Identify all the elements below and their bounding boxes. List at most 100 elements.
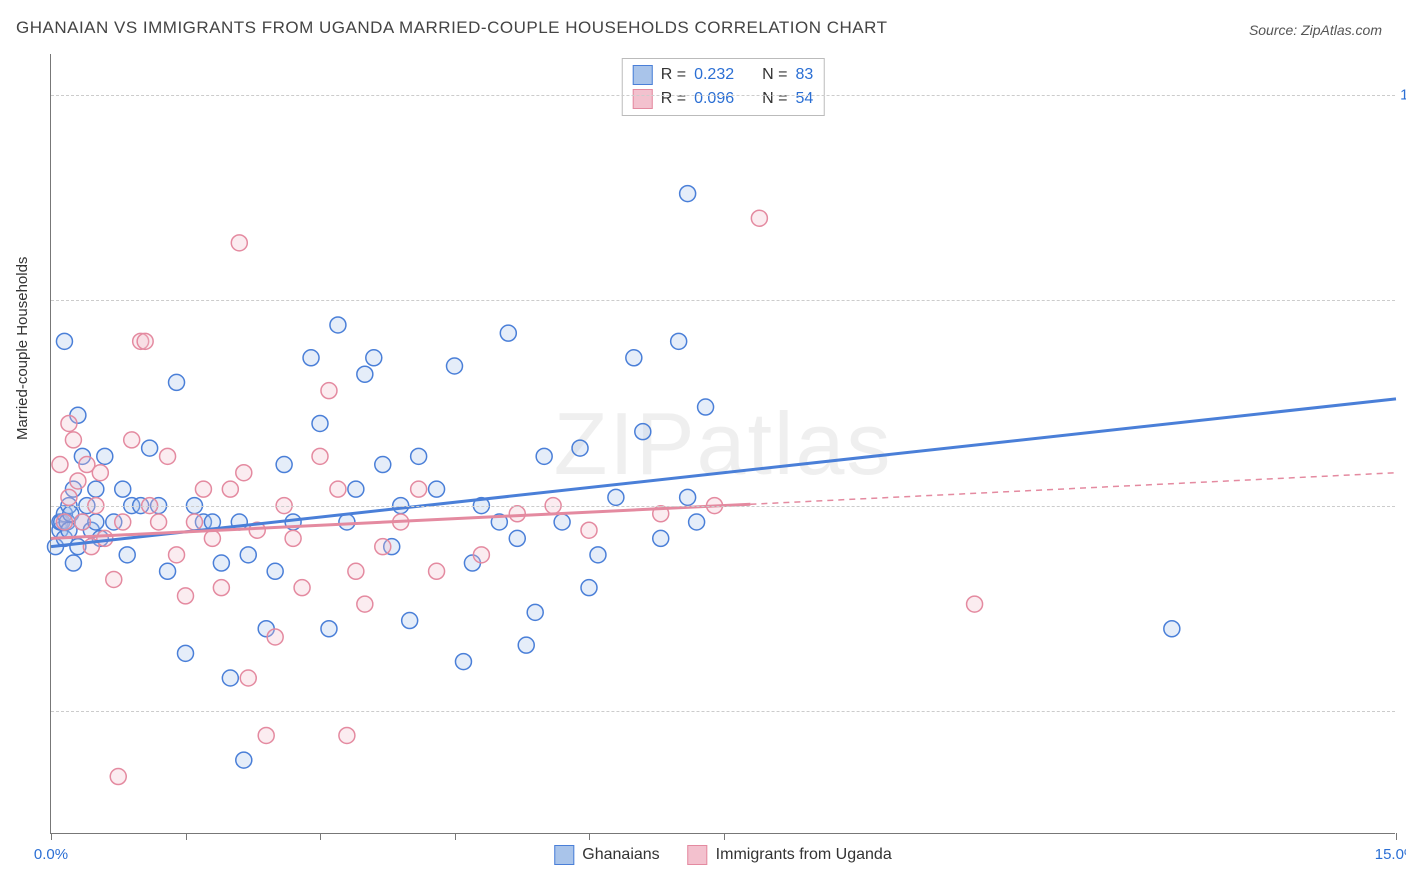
scatter-point <box>213 580 229 596</box>
scatter-point <box>402 613 418 629</box>
x-tick-label: 0.0% <box>34 846 68 863</box>
scatter-point <box>366 350 382 366</box>
legend: Ghanaians Immigrants from Uganda <box>554 845 891 865</box>
scatter-point <box>222 670 238 686</box>
scatter-point <box>321 621 337 637</box>
scatter-point <box>88 481 104 497</box>
scatter-point <box>119 547 135 563</box>
scatter-point <box>375 457 391 473</box>
scatter-point <box>1164 621 1180 637</box>
x-tick <box>724 833 725 840</box>
scatter-point <box>967 596 983 612</box>
scatter-point <box>429 481 445 497</box>
scatter-point <box>294 580 310 596</box>
scatter-point <box>142 440 158 456</box>
scatter-point <box>61 489 77 505</box>
series-swatch <box>633 89 653 109</box>
scatter-point <box>375 539 391 555</box>
scatter-point <box>56 333 72 349</box>
correlation-stats-box: R = 0.232 N = 83R = 0.096 N = 54 <box>622 58 825 116</box>
series-swatch <box>633 65 653 85</box>
gridline <box>51 95 1395 96</box>
legend-item: Immigrants from Uganda <box>688 845 892 865</box>
scatter-point <box>169 374 185 390</box>
scatter-point <box>92 465 108 481</box>
scatter-point <box>698 399 714 415</box>
chart-title: GHANAIAN VS IMMIGRANTS FROM UGANDA MARRI… <box>16 18 887 38</box>
plot-area: ZIPatlas R =0.232N =83R =0.096N =54 Ghan… <box>50 54 1395 834</box>
scatter-point <box>276 457 292 473</box>
scatter-point <box>160 448 176 464</box>
scatter-point <box>106 571 122 587</box>
scatter-point <box>689 514 705 530</box>
scatter-point <box>473 547 489 563</box>
scatter-point <box>653 530 669 546</box>
scatter-svg <box>51 54 1396 834</box>
gridline <box>51 300 1395 301</box>
scatter-point <box>572 440 588 456</box>
scatter-point <box>680 489 696 505</box>
scatter-point <box>339 727 355 743</box>
legend-label: Ghanaians <box>582 846 659 864</box>
r-label: R = <box>661 66 686 84</box>
scatter-point <box>267 563 283 579</box>
gridline <box>51 506 1395 507</box>
scatter-point <box>330 317 346 333</box>
scatter-point <box>312 448 328 464</box>
x-tick <box>1396 833 1397 840</box>
scatter-point <box>455 654 471 670</box>
scatter-point <box>608 489 624 505</box>
scatter-point <box>581 522 597 538</box>
scatter-point <box>581 580 597 596</box>
scatter-point <box>124 432 140 448</box>
scatter-point <box>626 350 642 366</box>
r-value: 0.232 <box>694 66 734 84</box>
scatter-point <box>751 210 767 226</box>
scatter-point <box>339 514 355 530</box>
scatter-point <box>56 514 72 530</box>
scatter-point <box>500 325 516 341</box>
x-tick <box>51 833 52 840</box>
legend-label: Immigrants from Uganda <box>716 846 892 864</box>
trend-line <box>51 399 1396 547</box>
scatter-point <box>330 481 346 497</box>
scatter-point <box>671 333 687 349</box>
scatter-point <box>97 530 113 546</box>
scatter-point <box>312 415 328 431</box>
scatter-point <box>447 358 463 374</box>
n-label: N = <box>762 66 787 84</box>
legend-swatch <box>688 845 708 865</box>
scatter-point <box>97 448 113 464</box>
scatter-point <box>195 481 211 497</box>
chart-container: GHANAIAN VS IMMIGRANTS FROM UGANDA MARRI… <box>0 0 1406 892</box>
legend-item: Ghanaians <box>554 845 659 865</box>
scatter-point <box>240 547 256 563</box>
scatter-point <box>411 481 427 497</box>
scatter-point <box>536 448 552 464</box>
scatter-point <box>518 637 534 653</box>
n-value: 83 <box>795 66 813 84</box>
r-value: 0.096 <box>694 90 734 108</box>
trend-line-dashed <box>750 473 1396 505</box>
scatter-point <box>590 547 606 563</box>
scatter-point <box>348 481 364 497</box>
scatter-point <box>231 235 247 251</box>
scatter-point <box>554 514 570 530</box>
y-tick-label: 100.0% <box>1400 87 1406 104</box>
x-tick <box>186 833 187 840</box>
gridline <box>51 711 1395 712</box>
stats-row: R = 0.232 N = 83 <box>633 63 814 87</box>
scatter-point <box>160 563 176 579</box>
x-tick <box>589 833 590 840</box>
scatter-point <box>509 530 525 546</box>
scatter-point <box>186 514 202 530</box>
scatter-point <box>236 752 252 768</box>
scatter-point <box>348 563 364 579</box>
scatter-point <box>411 448 427 464</box>
scatter-point <box>680 186 696 202</box>
scatter-point <box>178 645 194 661</box>
scatter-point <box>169 547 185 563</box>
scatter-point <box>52 457 68 473</box>
n-value: 54 <box>795 90 813 108</box>
legend-swatch <box>554 845 574 865</box>
